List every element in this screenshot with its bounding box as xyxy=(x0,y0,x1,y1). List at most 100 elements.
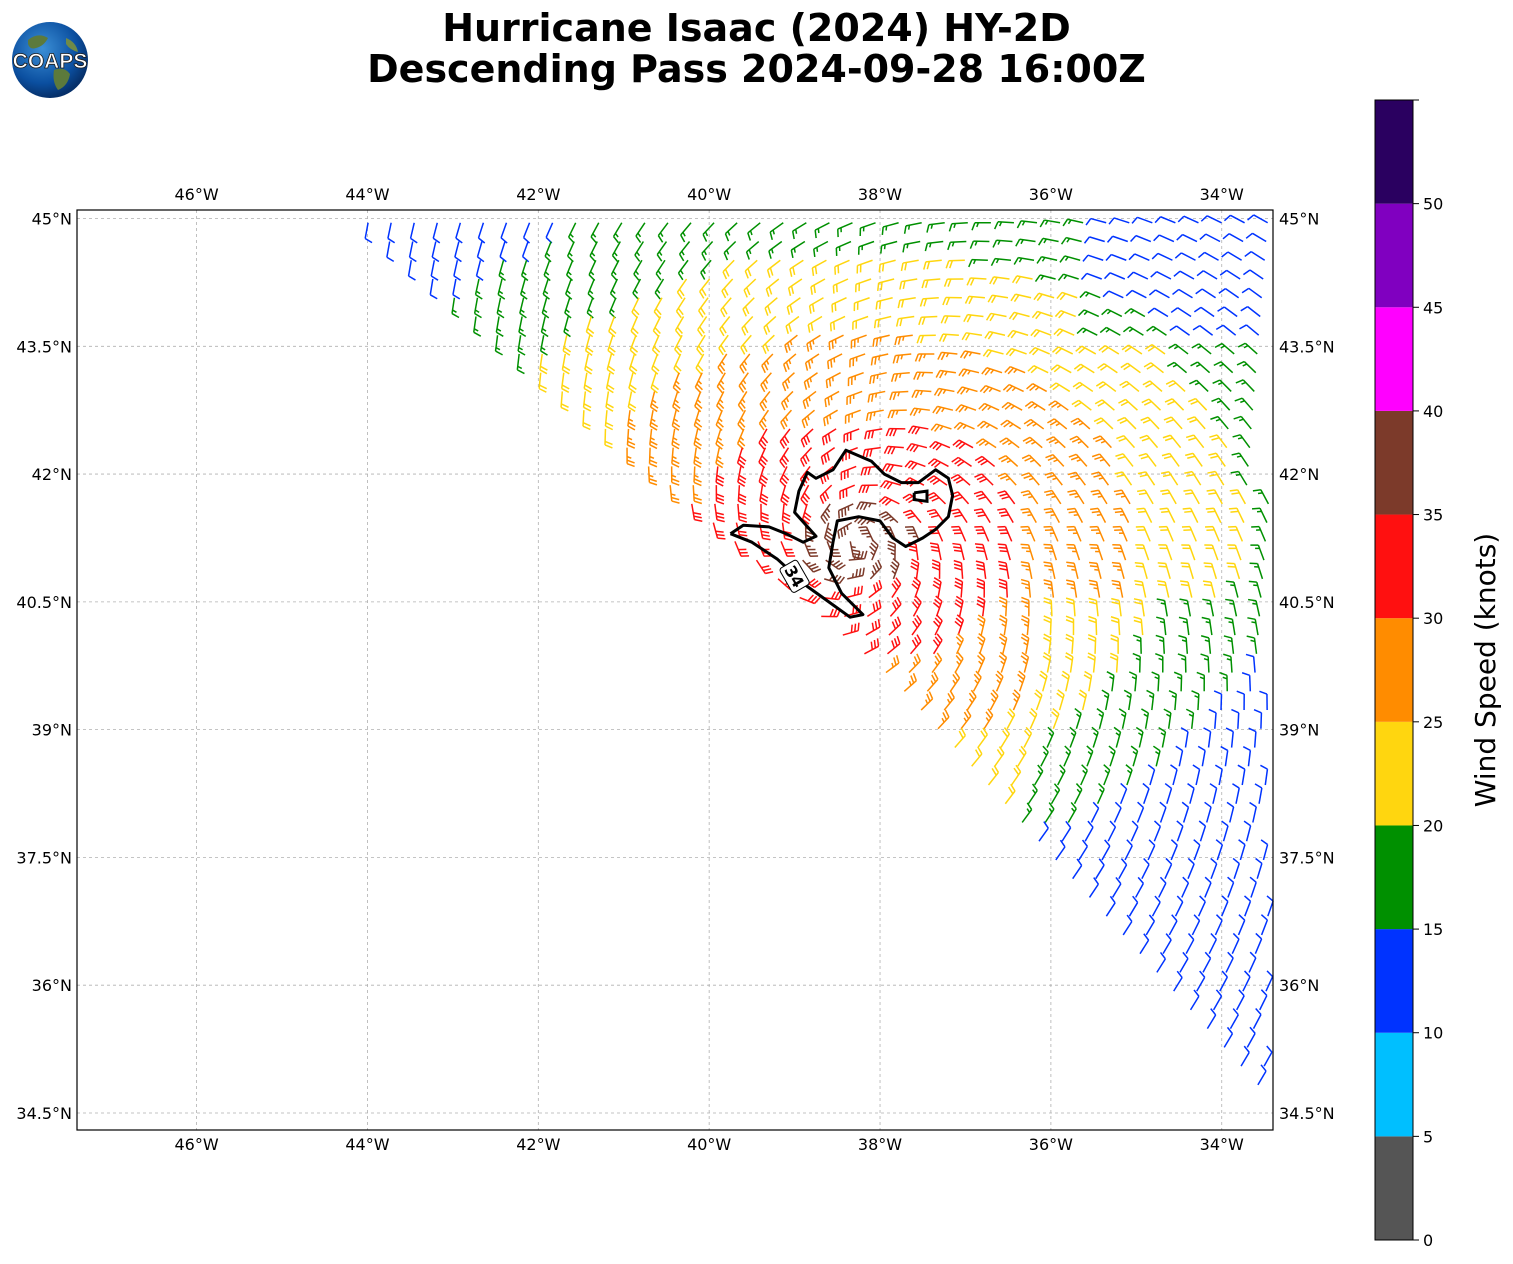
wind-barb xyxy=(1070,417,1091,430)
wind-barb xyxy=(1111,597,1122,617)
wind-barb xyxy=(1088,579,1101,598)
wind-barb xyxy=(780,484,790,506)
lon-tick-label-bottom: 36°W xyxy=(1029,1135,1073,1154)
wind-barb xyxy=(475,260,484,281)
wind-barb xyxy=(1131,216,1153,224)
wind-barb xyxy=(1010,764,1022,786)
wind-barb xyxy=(745,240,760,260)
wind-barb xyxy=(961,332,983,341)
wind-barb xyxy=(976,578,986,598)
wind-barb xyxy=(800,447,813,467)
wind-barb xyxy=(1237,764,1246,786)
lon-tick-label-top: 34°W xyxy=(1200,185,1244,204)
wind-barb xyxy=(779,466,790,488)
wind-barb xyxy=(1156,598,1168,617)
wind-barb xyxy=(1088,615,1098,636)
wind-barb xyxy=(1020,507,1037,523)
wind-barb xyxy=(868,579,883,599)
wind-barb xyxy=(1078,689,1088,711)
wind-barb xyxy=(762,334,775,354)
wind-barb xyxy=(889,390,909,401)
wind-barb xyxy=(932,577,942,598)
wind-barb xyxy=(819,484,833,505)
wind-barb xyxy=(947,240,967,251)
wind-barb xyxy=(612,222,623,244)
wind-barb xyxy=(875,297,893,310)
wind-barb xyxy=(1162,434,1182,449)
wind-barb xyxy=(737,391,748,412)
wind-barb xyxy=(1242,746,1252,767)
axis-ticks: 46°W 46°W 44°W 44°W 42°W 42°W 40°W 40°W 38°W 38°W… xyxy=(16,185,1334,1154)
wind-barb xyxy=(1076,327,1098,336)
wind-barb xyxy=(1196,671,1205,692)
wind-barb xyxy=(696,334,706,356)
wind-barb xyxy=(1134,562,1148,580)
wind-barb xyxy=(779,428,791,449)
wind-barb xyxy=(714,503,725,523)
wind-barb xyxy=(1142,782,1150,804)
wind-barb xyxy=(1088,561,1102,580)
wind-barb xyxy=(1248,727,1257,748)
wind-barb xyxy=(983,708,994,730)
wind-barb xyxy=(1098,344,1120,355)
wind-barb xyxy=(1027,783,1038,805)
colorbar-bin xyxy=(1375,825,1413,930)
wind-barb xyxy=(742,297,755,317)
wind-barb xyxy=(844,409,861,424)
wind-barb xyxy=(1204,876,1212,898)
wind-barb xyxy=(521,241,530,263)
wind-barb xyxy=(1147,764,1156,786)
wind-barb xyxy=(985,312,1007,322)
wind-barb xyxy=(912,595,922,617)
wind-barb xyxy=(974,473,994,486)
lon-tick-label-top: 38°W xyxy=(858,185,902,204)
wind-barb xyxy=(1021,802,1033,823)
wind-barb xyxy=(1000,419,1022,430)
wind-barb xyxy=(888,616,902,636)
wind-barb xyxy=(1156,616,1167,636)
wind-barb xyxy=(1099,326,1121,336)
wind-barb xyxy=(1135,544,1150,561)
colorbar-tick-label: 25 xyxy=(1423,713,1443,732)
wind-barb xyxy=(1252,1007,1262,1029)
wind-barb xyxy=(1023,418,1045,430)
wind-barb xyxy=(1204,801,1212,823)
wind-barb xyxy=(1251,507,1268,523)
wind-barb xyxy=(781,372,795,392)
wind-barb xyxy=(899,278,918,290)
wind-barb xyxy=(649,391,659,413)
wind-barb xyxy=(995,670,1004,692)
wind-barb xyxy=(1223,1026,1234,1048)
colorbar-bin xyxy=(1375,100,1413,204)
wind-barb xyxy=(455,222,463,244)
wind-barb xyxy=(1233,415,1252,430)
wind-barb xyxy=(1066,561,1079,580)
wind-barb xyxy=(1066,507,1084,523)
colorbar-tick-label: 30 xyxy=(1423,609,1443,628)
wind-barb xyxy=(1101,689,1110,711)
wind-barb xyxy=(627,410,636,431)
wind-barb xyxy=(1017,745,1027,767)
wind-barb xyxy=(865,619,881,636)
wind-barb xyxy=(761,353,774,374)
wind-barb xyxy=(1077,309,1100,318)
wind-barb xyxy=(858,484,878,494)
wind-barb xyxy=(1249,876,1257,898)
wind-barb xyxy=(1209,783,1218,804)
wind-barb xyxy=(1170,839,1178,861)
wind-barb xyxy=(782,353,797,373)
wind-barb xyxy=(519,297,527,319)
wind-barb xyxy=(1130,234,1152,243)
wind-barb xyxy=(1197,895,1206,917)
wind-barb xyxy=(1021,596,1030,617)
wind-barb xyxy=(780,390,794,411)
wind-barb xyxy=(584,353,593,375)
wind-barb xyxy=(1180,562,1194,580)
wind-barb xyxy=(626,447,635,468)
wind-barb xyxy=(1158,726,1167,748)
lat-tick-label-left: 34.5°N xyxy=(16,1104,72,1123)
wind-barb xyxy=(929,542,942,561)
wind-barb xyxy=(1203,727,1212,748)
wind-barb xyxy=(932,633,943,655)
wind-barb xyxy=(837,521,853,539)
